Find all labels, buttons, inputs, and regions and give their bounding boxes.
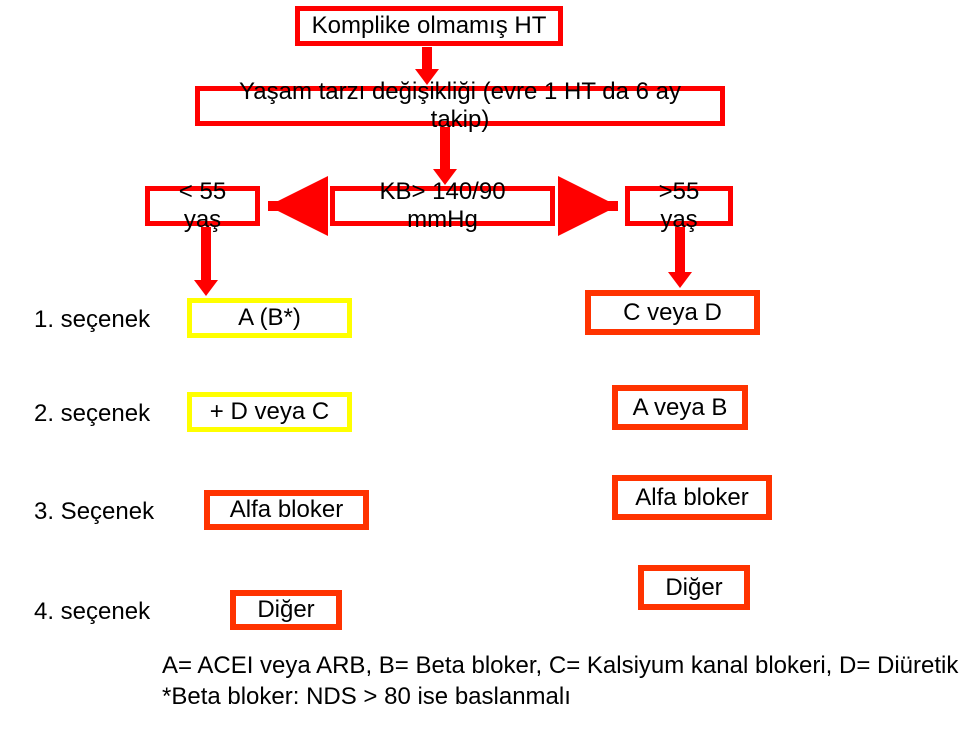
- option1-right-box: C veya D: [585, 290, 760, 335]
- option4-right-box: Diğer: [638, 565, 750, 610]
- lifestyle-box: Yaşam tarzı değişikliği (evre 1 HT da 6 …: [195, 86, 725, 126]
- title-box: Komplike olmamış HT: [295, 6, 563, 46]
- footnote-line1: A= ACEI veya ARB, B= Beta bloker, C= Kal…: [162, 650, 958, 681]
- row3-label: 3. Seçenek: [34, 498, 154, 526]
- option4-left-box: Diğer: [230, 590, 342, 630]
- option2-left-box: + D veya C: [187, 392, 352, 432]
- option3-right-box: Alfa bloker: [612, 475, 772, 520]
- row1-label: 1. seçenek: [34, 306, 150, 334]
- option2-right-box: A veya B: [612, 385, 748, 430]
- arrow-lifestyle-to-kb: [430, 127, 460, 185]
- option3-left-box: Alfa bloker: [204, 490, 369, 530]
- footnote: A= ACEI veya ARB, B= Beta bloker, C= Kal…: [162, 650, 958, 712]
- row2-label: 2. seçenek: [34, 400, 150, 428]
- arrow-lt55-down: [191, 227, 221, 296]
- footnote-line2: *Beta bloker: NDS > 80 ise baslanmalı: [162, 681, 958, 712]
- age-gt55-box: >55 yaş: [625, 186, 733, 226]
- arrow-title-to-lifestyle: [412, 47, 442, 85]
- option1-left-box: A (B*): [187, 298, 352, 338]
- kb-box: KB> 140/90 mmHg: [330, 186, 555, 226]
- arrow-gt55-down: [665, 227, 695, 288]
- age-lt55-box: < 55 yaş: [145, 186, 260, 226]
- row4-label: 4. seçenek: [34, 598, 150, 626]
